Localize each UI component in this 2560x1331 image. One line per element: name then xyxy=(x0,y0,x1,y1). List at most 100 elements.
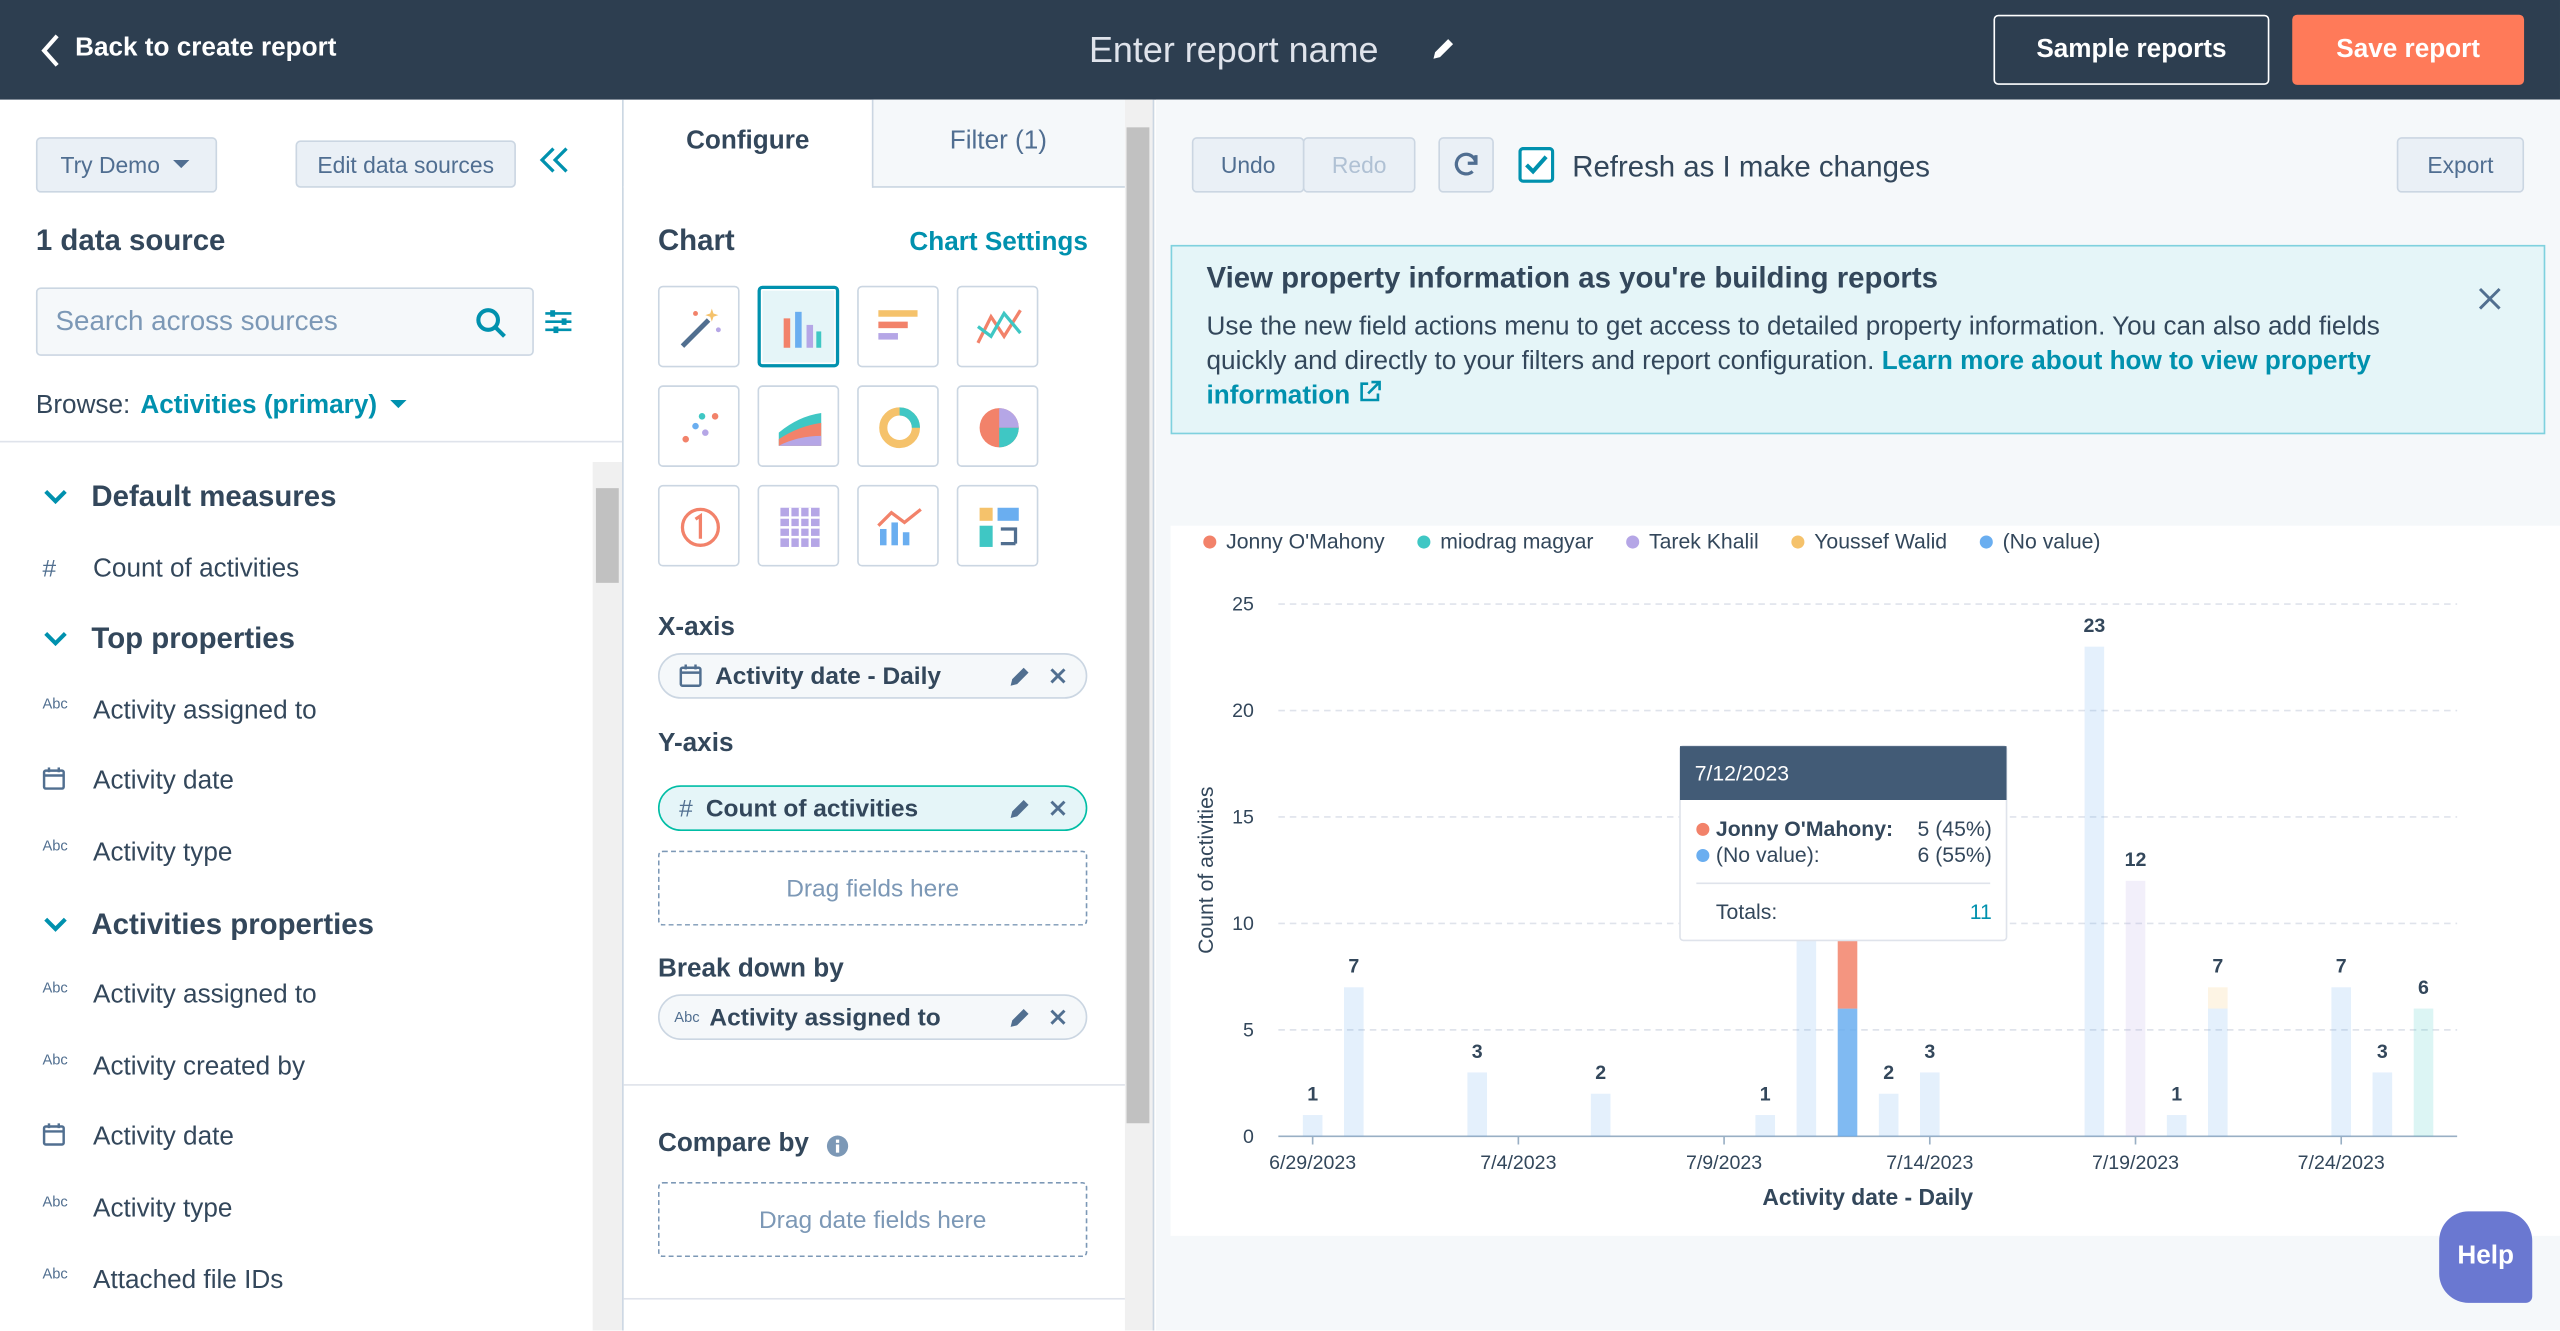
data-label: 7 xyxy=(2336,956,2347,978)
chart-type-option[interactable] xyxy=(757,484,840,567)
field-item[interactable]: Activity assigned to xyxy=(93,981,317,1010)
x-tick-label: 7/14/2023 xyxy=(1886,1152,1973,1174)
field-item[interactable]: Activity date xyxy=(93,1123,234,1152)
legend-swatch xyxy=(1203,535,1217,549)
back-link[interactable]: Back to create report xyxy=(75,34,337,63)
field-item[interactable]: Activity assigned to xyxy=(93,696,317,725)
scroll-thumb[interactable] xyxy=(1126,127,1150,1124)
tooltip-name: Jonny O'Mahony: xyxy=(1716,818,1893,841)
chart-settings-link[interactable]: Chart Settings xyxy=(909,228,1088,257)
tooltip-title: 7/12/2023 xyxy=(1695,762,1789,785)
remove-icon[interactable] xyxy=(1050,1009,1066,1025)
scroll-thumb[interactable] xyxy=(595,488,619,583)
divider xyxy=(623,1297,1125,1300)
legend-label: Jonny O'Mahony xyxy=(1226,531,1385,554)
chart-type-glyph xyxy=(780,507,820,547)
drop-zone[interactable]: Drag fields here xyxy=(657,850,1088,926)
field-item[interactable]: Activity type xyxy=(93,839,233,867)
field-icon: # xyxy=(679,794,693,823)
sample-reports-button[interactable]: Sample reports xyxy=(1993,14,2270,85)
chart-type-glyph xyxy=(783,311,822,348)
refresh-button[interactable] xyxy=(1438,137,1494,193)
filter-settings-icon[interactable] xyxy=(544,307,573,336)
legend-swatch xyxy=(1626,535,1640,549)
breakdown-field[interactable]: Abc Activity assigned to xyxy=(657,994,1088,1040)
edit-icon[interactable] xyxy=(1010,799,1029,818)
chart-type-glyph xyxy=(680,308,721,348)
legend-swatch xyxy=(1791,535,1805,549)
chart-type-option[interactable] xyxy=(857,385,939,467)
bar xyxy=(2413,1008,2434,1137)
chart-type-option[interactable] xyxy=(857,484,939,567)
x-tick-label: 6/29/2023 xyxy=(1269,1152,1356,1174)
scrollbar[interactable] xyxy=(592,462,623,1331)
save-report-button[interactable]: Save report xyxy=(2292,14,2525,85)
top-bar xyxy=(0,0,2560,100)
chart-type-glyph xyxy=(878,310,918,340)
tooltip-value: 5 (45%) xyxy=(1918,818,1992,841)
section-title[interactable]: Activities properties xyxy=(91,907,374,940)
x-tick-label: 7/19/2023 xyxy=(2092,1152,2179,1174)
chart-type-option[interactable] xyxy=(657,484,740,567)
chart-type-option[interactable] xyxy=(956,484,1039,567)
report-name-input[interactable]: Enter report name xyxy=(1088,29,1379,71)
info-icon[interactable] xyxy=(826,1135,849,1158)
y-tick-label: 25 xyxy=(1232,594,1254,616)
field-item[interactable]: Activity type xyxy=(93,1195,233,1223)
y-axis-field[interactable]: # Count of activities xyxy=(657,785,1088,832)
chart-type-option[interactable] xyxy=(857,285,939,368)
field-item[interactable]: Count of activities xyxy=(93,554,300,583)
field-name: Count of activities xyxy=(705,794,919,823)
legend-label: (No value) xyxy=(2003,531,2101,554)
back-chevron[interactable] xyxy=(39,33,62,69)
bar xyxy=(2166,1115,2187,1137)
undo-button[interactable]: Undo xyxy=(1191,137,1305,193)
filter-tab[interactable]: Filter (1) xyxy=(949,127,1047,156)
bar xyxy=(1343,987,1364,1137)
chart-type-option[interactable] xyxy=(757,385,840,467)
edit-icon[interactable] xyxy=(1010,1008,1029,1027)
field-item[interactable]: Activity created by xyxy=(93,1052,306,1081)
refresh-checkbox[interactable] xyxy=(1518,146,1555,183)
export-button[interactable]: Export xyxy=(2396,137,2525,193)
chart-type-option[interactable] xyxy=(657,285,740,368)
help-button[interactable]: Help xyxy=(2439,1211,2533,1303)
try-demo-button[interactable]: Try Demo xyxy=(35,137,218,193)
tab-active xyxy=(623,186,872,188)
search-icon[interactable] xyxy=(475,307,508,340)
chart-type-option[interactable] xyxy=(956,385,1039,467)
banner-link[interactable]: Learn more about how to view property in… xyxy=(1206,347,2371,410)
section-title[interactable]: Top properties xyxy=(91,622,295,655)
tooltip-header xyxy=(1679,746,2007,800)
chart-type-option[interactable] xyxy=(757,285,840,368)
redo-button[interactable]: Redo xyxy=(1302,137,1416,193)
data-label: 2 xyxy=(1595,1062,1606,1084)
banner-body: Use the new field actions menu to get ac… xyxy=(1207,310,2448,413)
field-icon: Abc xyxy=(42,837,68,854)
edit-icon[interactable] xyxy=(1010,667,1029,686)
field-item[interactable]: Attached file IDs xyxy=(93,1266,284,1295)
banner-close[interactable] xyxy=(2478,287,2501,310)
collapse-icon[interactable] xyxy=(539,144,572,177)
configure-tab[interactable]: Configure xyxy=(686,127,810,156)
tooltip-value: 6 (55%) xyxy=(1918,844,1992,867)
x-axis-field[interactable]: Activity date - Daily xyxy=(657,653,1088,699)
edit-data-sources-button[interactable]: Edit data sources xyxy=(295,140,516,188)
x-tick-label: 7/4/2023 xyxy=(1480,1152,1556,1174)
browse-dropdown[interactable]: Activities (primary) xyxy=(140,391,378,420)
section-chevron[interactable] xyxy=(42,488,68,508)
section-chevron[interactable] xyxy=(42,631,68,651)
chart-type-option[interactable] xyxy=(657,385,740,467)
chevron xyxy=(44,489,67,505)
remove-icon[interactable] xyxy=(1050,800,1066,816)
calendar-icon xyxy=(42,767,65,791)
pill-actions xyxy=(1010,799,1066,818)
remove-icon[interactable] xyxy=(1050,668,1066,684)
pencil-icon[interactable] xyxy=(1430,36,1456,62)
section-chevron[interactable] xyxy=(42,915,68,935)
chart-type-option[interactable] xyxy=(956,285,1039,368)
search-box[interactable] xyxy=(35,287,534,356)
field-item[interactable]: Activity date xyxy=(93,767,234,796)
section-title[interactable]: Default measures xyxy=(91,479,337,513)
date-drop-zone[interactable]: Drag date fields here xyxy=(657,1182,1088,1258)
